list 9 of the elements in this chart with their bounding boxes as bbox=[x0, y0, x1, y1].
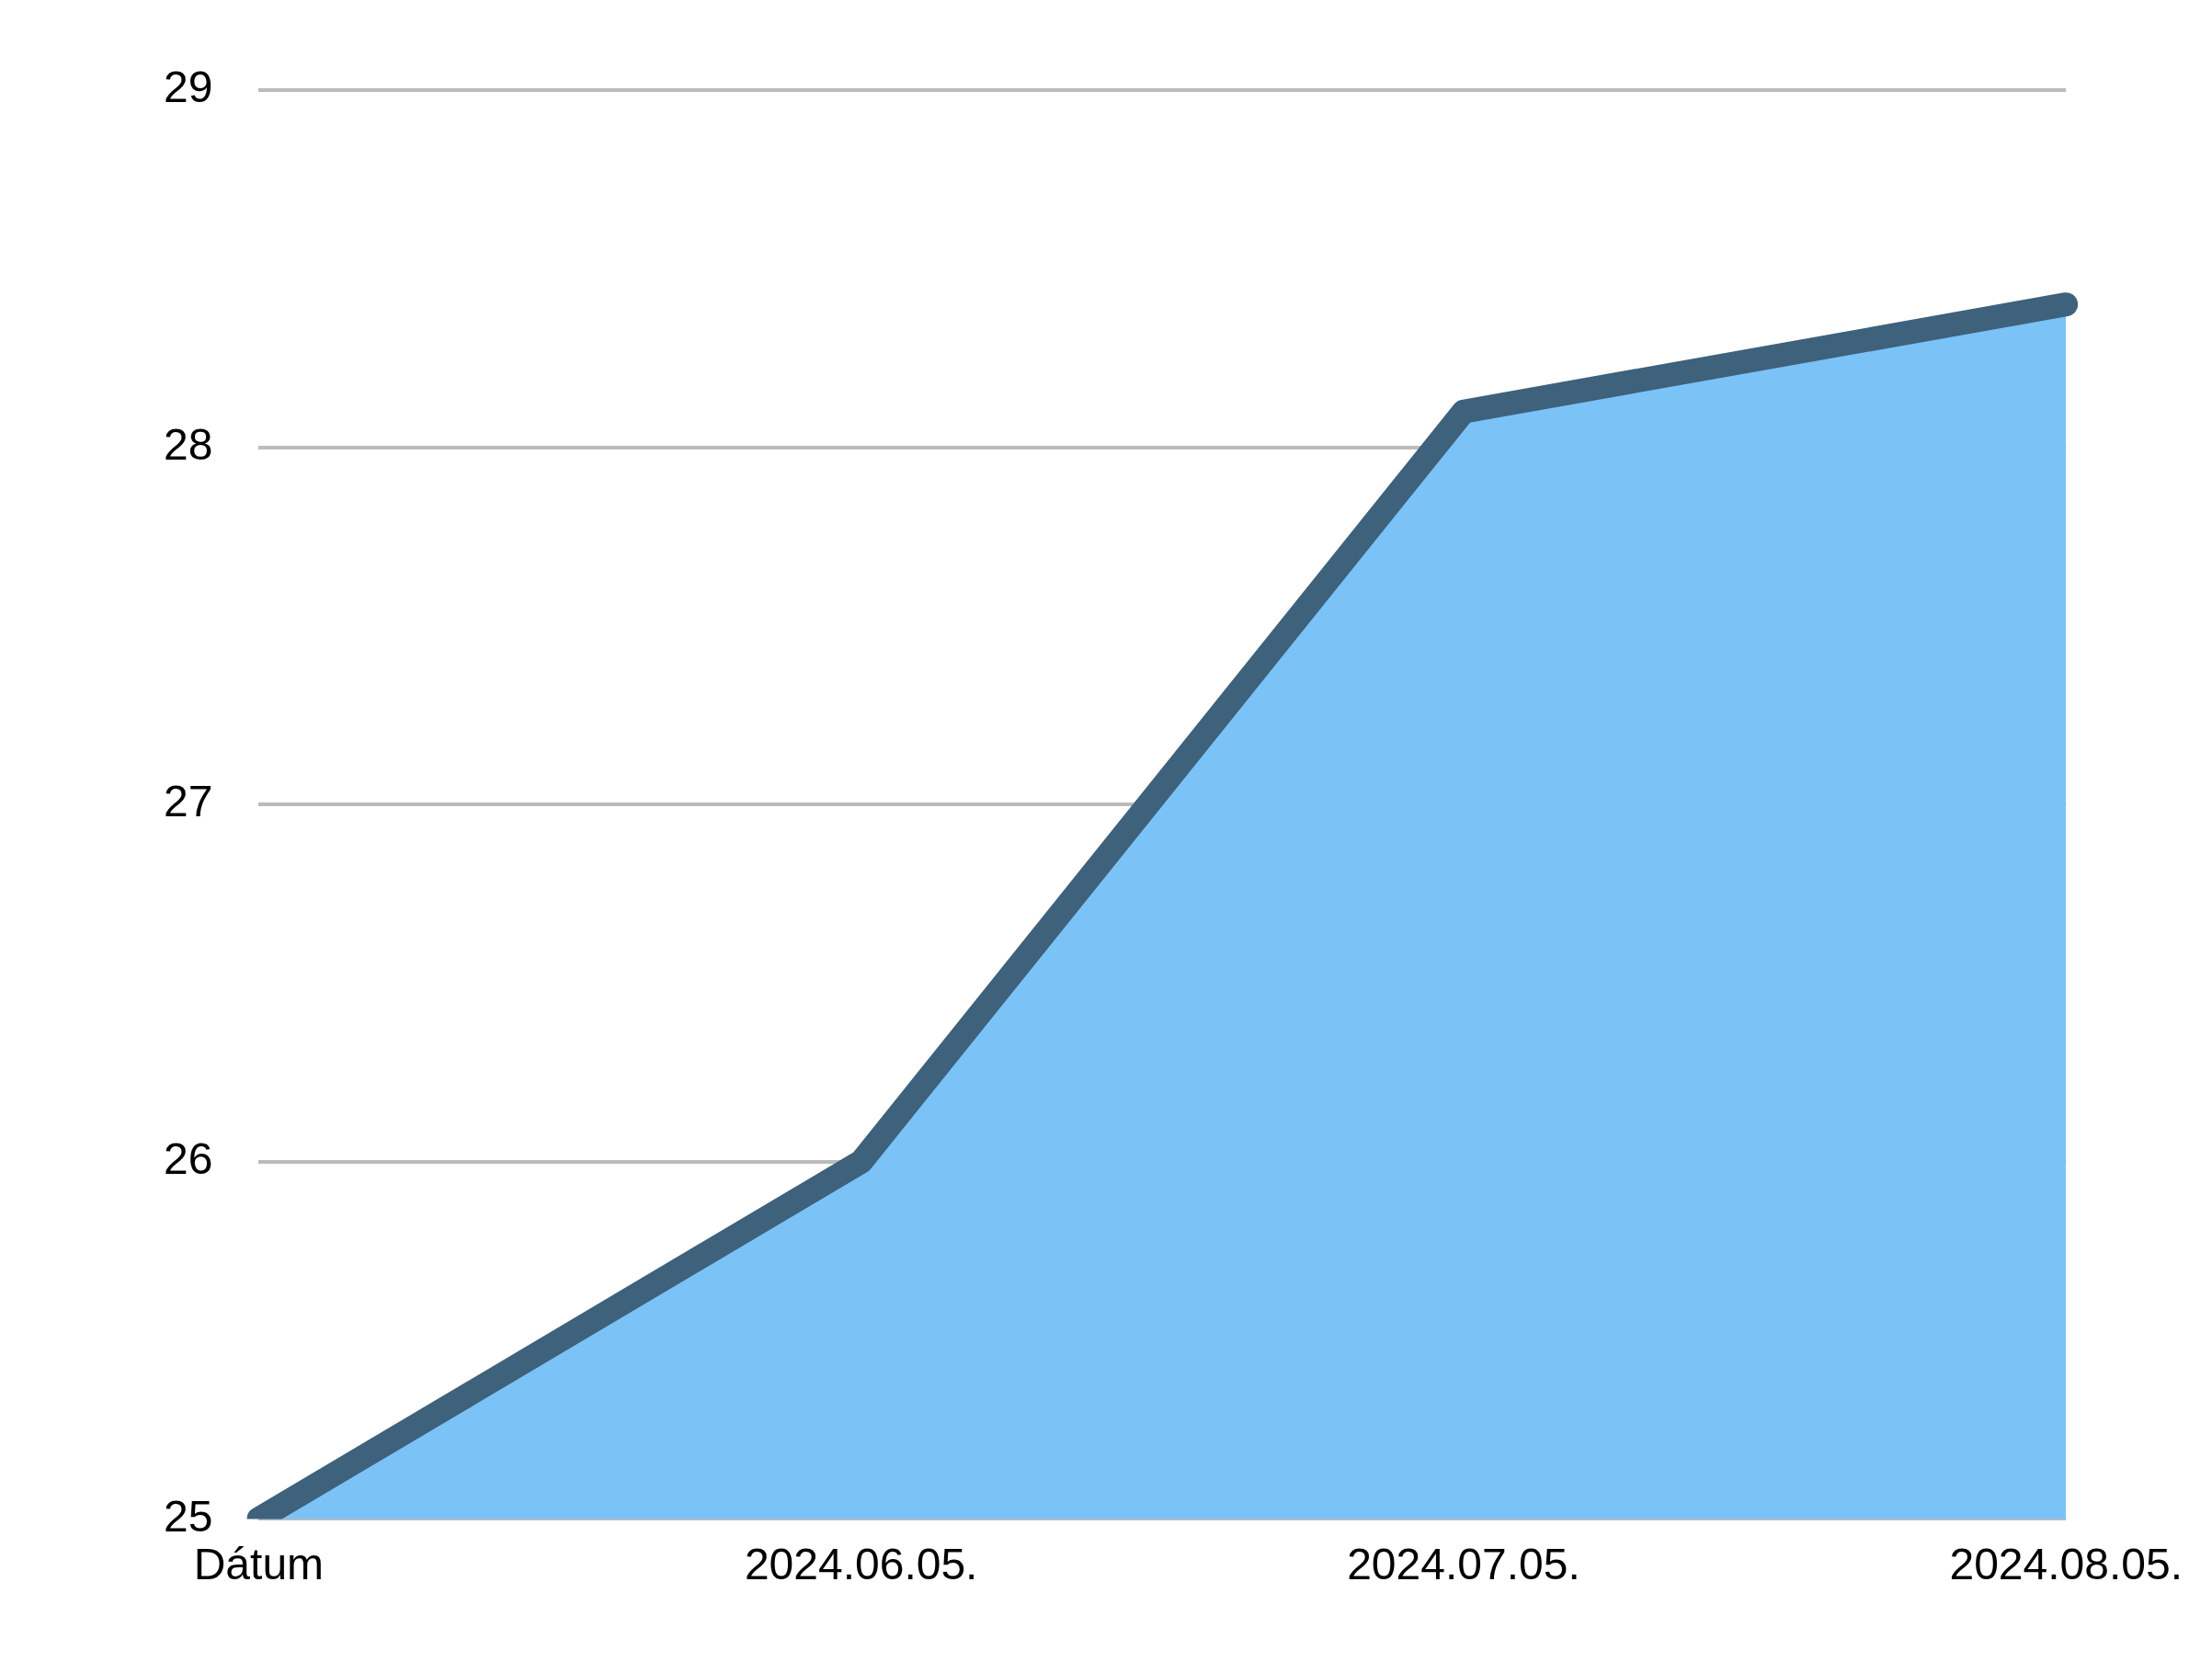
x-tick-label: 2024.08.05. bbox=[1949, 1540, 2183, 1589]
y-tick-label: 29 bbox=[164, 63, 213, 112]
x-tick-label: 2024.06.05. bbox=[744, 1540, 978, 1589]
x-tick-label: 2024.07.05. bbox=[1347, 1540, 1580, 1589]
y-tick-label: 27 bbox=[164, 777, 213, 826]
y-tick-label: 26 bbox=[164, 1134, 213, 1184]
y-tick-label: 25 bbox=[164, 1491, 213, 1541]
y-tick-label: 28 bbox=[164, 419, 213, 469]
x-tick-label: Dátum bbox=[193, 1540, 325, 1589]
